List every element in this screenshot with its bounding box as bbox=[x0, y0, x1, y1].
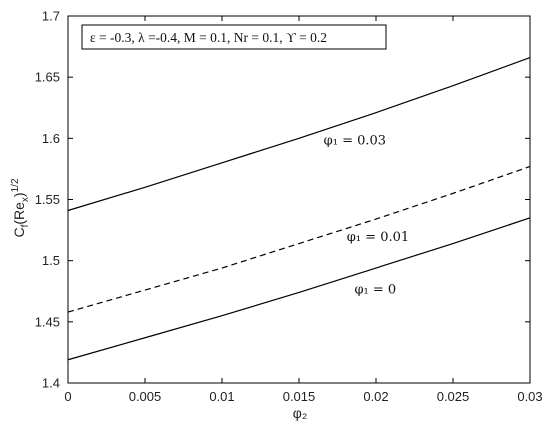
series-annotation-2: φ₁ = 0 bbox=[354, 283, 396, 298]
info-box: ε = -0.3, λ =-0.4, M = 0.1, Nr = 0.1, ϒ … bbox=[81, 24, 387, 50]
y-tick-label: 1.6 bbox=[42, 131, 60, 146]
series-line-2 bbox=[67, 217, 531, 361]
y-tick-label: 1.7 bbox=[42, 9, 60, 24]
y-tick-label: 1.5 bbox=[42, 253, 60, 268]
x-axis-label: φ₂ bbox=[293, 405, 308, 421]
y-tick-label: 1.4 bbox=[42, 376, 60, 391]
series-line-0 bbox=[67, 57, 531, 212]
info-box-text: ε = -0.3, λ =-0.4, M = 0.1, Nr = 0.1, ϒ … bbox=[90, 30, 327, 45]
y-tick-label: 1.45 bbox=[35, 314, 60, 329]
x-tick-label: 0.01 bbox=[209, 389, 234, 404]
x-tick-label: 0.03 bbox=[517, 389, 542, 404]
x-tick-label: 0.015 bbox=[283, 389, 316, 404]
series-annotation-1: φ₁ = 0.01 bbox=[347, 230, 409, 245]
y-axis-label: Cf(Rex)1/2 bbox=[10, 178, 31, 237]
plot-frame bbox=[67, 15, 531, 384]
x-tick-label: 0.005 bbox=[129, 389, 162, 404]
plot-layer: φ₁ = 0.03 φ₁ = 0.01 φ₁ = 0 bbox=[67, 57, 531, 361]
x-tick-label: 0 bbox=[64, 389, 71, 404]
x-tick-label: 0.02 bbox=[363, 389, 388, 404]
series-line-1 bbox=[67, 165, 531, 313]
y-tick-label: 1.55 bbox=[35, 192, 60, 207]
axes-layer: 0 0.005 0.01 0.015 0.02 0.025 0.03 1.4 1.45 1.5 1.… bbox=[35, 9, 543, 405]
series-annotation-0: φ₁ = 0.03 bbox=[324, 133, 386, 148]
y-tick-label: 1.65 bbox=[35, 70, 60, 85]
x-tick-label: 0.025 bbox=[437, 389, 470, 404]
